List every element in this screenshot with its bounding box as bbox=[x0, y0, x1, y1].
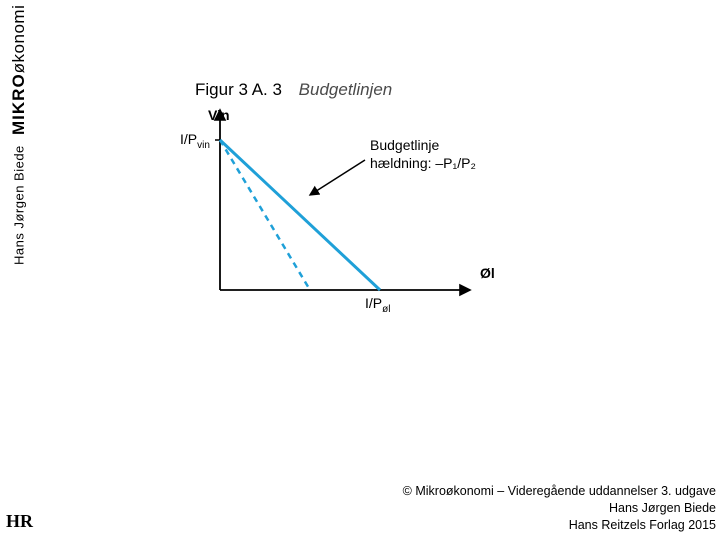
footer-line1: © Mikroøkonomi – Videregående uddannelse… bbox=[403, 483, 716, 500]
spine-author: Hans Jørgen Biede bbox=[12, 145, 27, 265]
slope-annotation: Budgetlinje hældning: –P₁/P₂ bbox=[370, 137, 476, 172]
budget-line-diagram: Vin I/Pvin Øl I/Pøl Budgetlinje hældning… bbox=[160, 105, 520, 355]
footer-credits: © Mikroøkonomi – Videregående uddannelse… bbox=[403, 483, 716, 534]
spine-title-bold: MIKRO bbox=[9, 74, 28, 136]
figure-caption: Figur 3 A. 3 Budgetlinjen bbox=[195, 80, 392, 100]
footer-line3: Hans Reitzels Forlag 2015 bbox=[403, 517, 716, 534]
book-spine: Hans Jørgen Biede MIKROøkonomi HR bbox=[0, 0, 38, 540]
annotation-line1: Budgetlinje bbox=[370, 137, 476, 155]
y-axis-label: Vin bbox=[208, 107, 230, 123]
x-axis-label: Øl bbox=[480, 265, 495, 281]
x-intercept-label: I/Pøl bbox=[365, 295, 390, 315]
spine-title-rest: økonomi bbox=[9, 5, 28, 74]
figure-number: Figur 3 A. 3 bbox=[195, 80, 282, 99]
figure-title: Budgetlinjen bbox=[299, 80, 393, 99]
page-root: Hans Jørgen Biede MIKROøkonomi HR Figur … bbox=[0, 0, 720, 540]
annotation-line2: hældning: –P₁/P₂ bbox=[370, 155, 476, 173]
footer-line2: Hans Jørgen Biede bbox=[403, 500, 716, 517]
publisher-mark: HR bbox=[6, 511, 33, 532]
spine-title-block: Hans Jørgen Biede MIKROøkonomi bbox=[5, 5, 33, 485]
spine-title: MIKROøkonomi bbox=[9, 5, 29, 145]
y-intercept-label: I/Pvin bbox=[180, 131, 210, 151]
